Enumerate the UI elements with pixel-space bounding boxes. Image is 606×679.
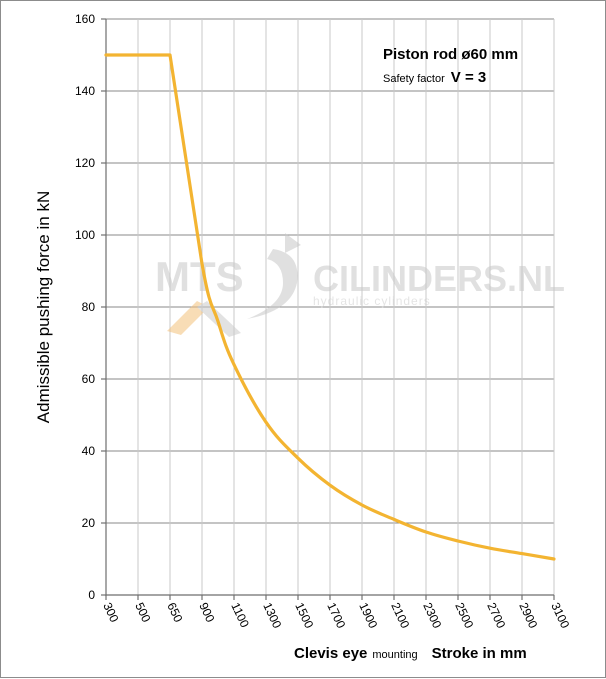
safety-factor-value: V = 3: [451, 69, 486, 86]
x-tick-label: 2900: [516, 600, 540, 630]
x-tick-label: 1300: [260, 600, 284, 630]
y-tick-label: 0: [88, 588, 95, 602]
series-line: [104, 53, 556, 561]
safety-factor-label: Safety factor: [383, 73, 445, 85]
grid: [106, 18, 555, 595]
y-tick-label: 140: [75, 84, 95, 98]
watermark-x-icon: [167, 301, 209, 335]
piston-rod-prefix: Piston rod: [383, 46, 461, 63]
y-tick-label: 120: [75, 156, 95, 170]
series-layer: [104, 53, 556, 561]
y-axis-label: Admissible pushing force in kN: [34, 191, 53, 423]
x-tick-label: 500: [132, 600, 153, 624]
watermark-arrow-icon: [285, 233, 301, 253]
watermark-logo: MTS CILINDERS.NL hydraulic cylinders: [155, 233, 565, 337]
y-tick-label: 40: [82, 444, 96, 458]
y-tick-label: 80: [82, 300, 96, 314]
piston-rod-symbol: ø: [461, 46, 471, 63]
y-tick-label: 20: [82, 516, 96, 530]
y-tick-label: 60: [82, 372, 96, 386]
watermark-left-text: MTS: [155, 253, 244, 300]
x-axis-label-part1: Clevis eye: [294, 645, 367, 662]
watermark-x-stroke-icon: [197, 301, 241, 337]
x-axis-label: Clevis eye mounting Stroke in mm: [294, 645, 527, 662]
safety-factor-annotation: Safety factor V = 3: [383, 69, 486, 86]
x-axis-label-part3: Stroke in mm: [432, 645, 527, 662]
x-tick-label: 2500: [452, 600, 476, 630]
watermark-sub-text: hydraulic cylinders: [313, 294, 431, 308]
x-tick-label: 650: [164, 600, 185, 624]
x-tick-label: 2100: [388, 600, 412, 630]
piston-rod-annotation: Piston rod ø60 mm: [383, 46, 518, 63]
x-tick-label: 3100: [548, 600, 572, 630]
x-tick-label: 1700: [324, 600, 348, 630]
x-tick-label: 2300: [420, 600, 444, 630]
y-tick-label: 160: [75, 12, 95, 26]
x-tick-label: 1500: [292, 600, 316, 630]
tick-labels: 0 20 40 60 80 100 120 140 160 300 500 650 900 1100 130…: [75, 12, 572, 631]
x-tick-label: 1900: [356, 600, 380, 630]
x-tick-label: 900: [196, 600, 217, 624]
x-tick-label: 1100: [228, 600, 252, 630]
x-axis-label-part2: mounting: [372, 649, 417, 661]
watermark-right-text: CILINDERS.NL: [313, 258, 565, 299]
watermark-swoosh-icon: [247, 249, 298, 319]
x-tick-label: 300: [100, 600, 121, 624]
axes: [101, 18, 555, 600]
x-tick-label: 2700: [484, 600, 508, 630]
piston-rod-value: 60 mm: [471, 46, 519, 63]
y-tick-label: 100: [75, 228, 95, 242]
